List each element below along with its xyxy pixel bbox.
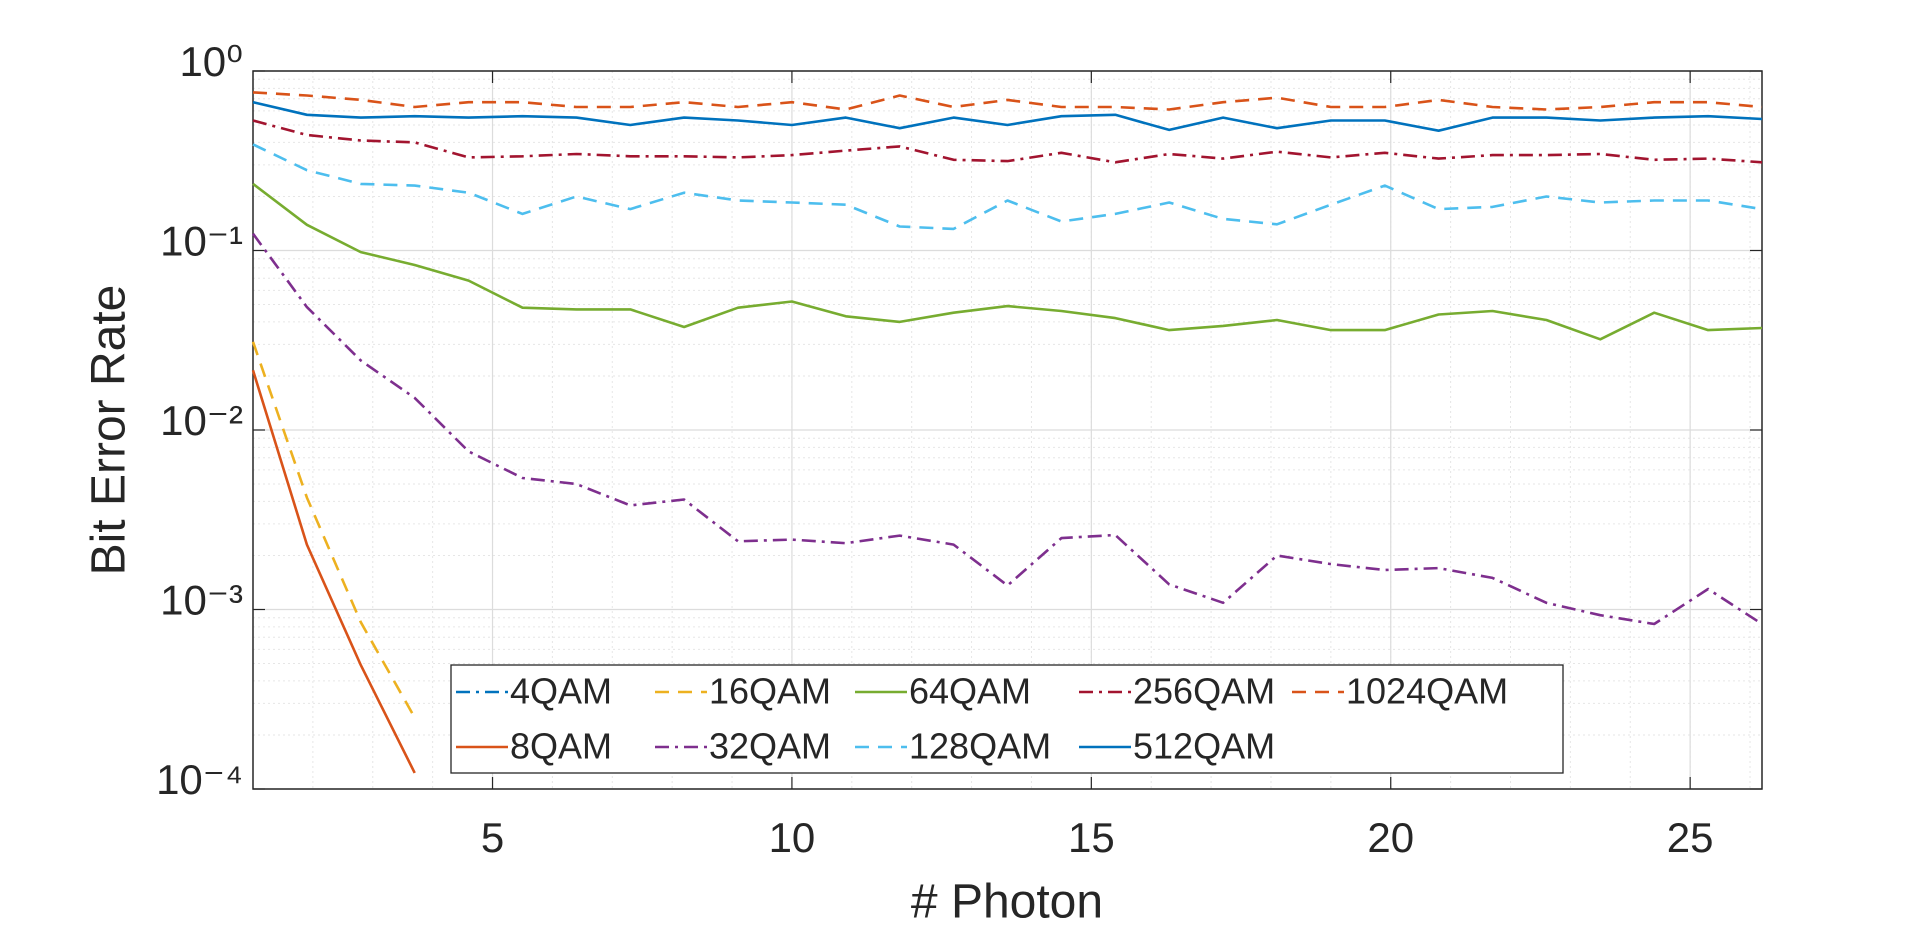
x-tick-label: 25 [1667,814,1714,861]
legend-label: 128QAM [909,726,1051,767]
series-line [251,232,1763,626]
series-line [252,143,1763,231]
legend-label: 32QAM [709,726,831,767]
series-line [251,369,416,774]
x-tick-label: 15 [1068,814,1115,861]
x-tick-label: 10 [769,814,816,861]
y-tick-label: 10⁰ [179,38,243,85]
legend-label: 512QAM [1133,726,1275,767]
legend-label: 64QAM [909,671,1031,712]
legend-label: 1024QAM [1346,671,1508,712]
plot-frame [252,70,1763,790]
x-tick-label: 5 [481,814,504,861]
x-tick-label: 20 [1367,814,1414,861]
y-tick-label: 10⁻⁴ [156,756,243,803]
series-line [252,119,1763,164]
series-line [252,182,1763,341]
y-tick-label: 10⁻³ [160,577,243,624]
legend-label: 4QAM [510,671,612,712]
y-axis-title: Bit Error Rate [83,285,136,576]
legend-label: 8QAM [510,726,612,767]
x-axis-title: # Photon [911,876,1103,926]
legend-label: 256QAM [1133,671,1275,712]
legend-box [450,664,1564,774]
series-line [252,100,1763,132]
series-line [251,341,416,719]
y-tick-label: 10⁻¹ [160,218,243,265]
y-tick-label: 10⁻² [160,397,243,444]
series-line [252,91,1763,111]
legend-label: 16QAM [709,671,831,712]
